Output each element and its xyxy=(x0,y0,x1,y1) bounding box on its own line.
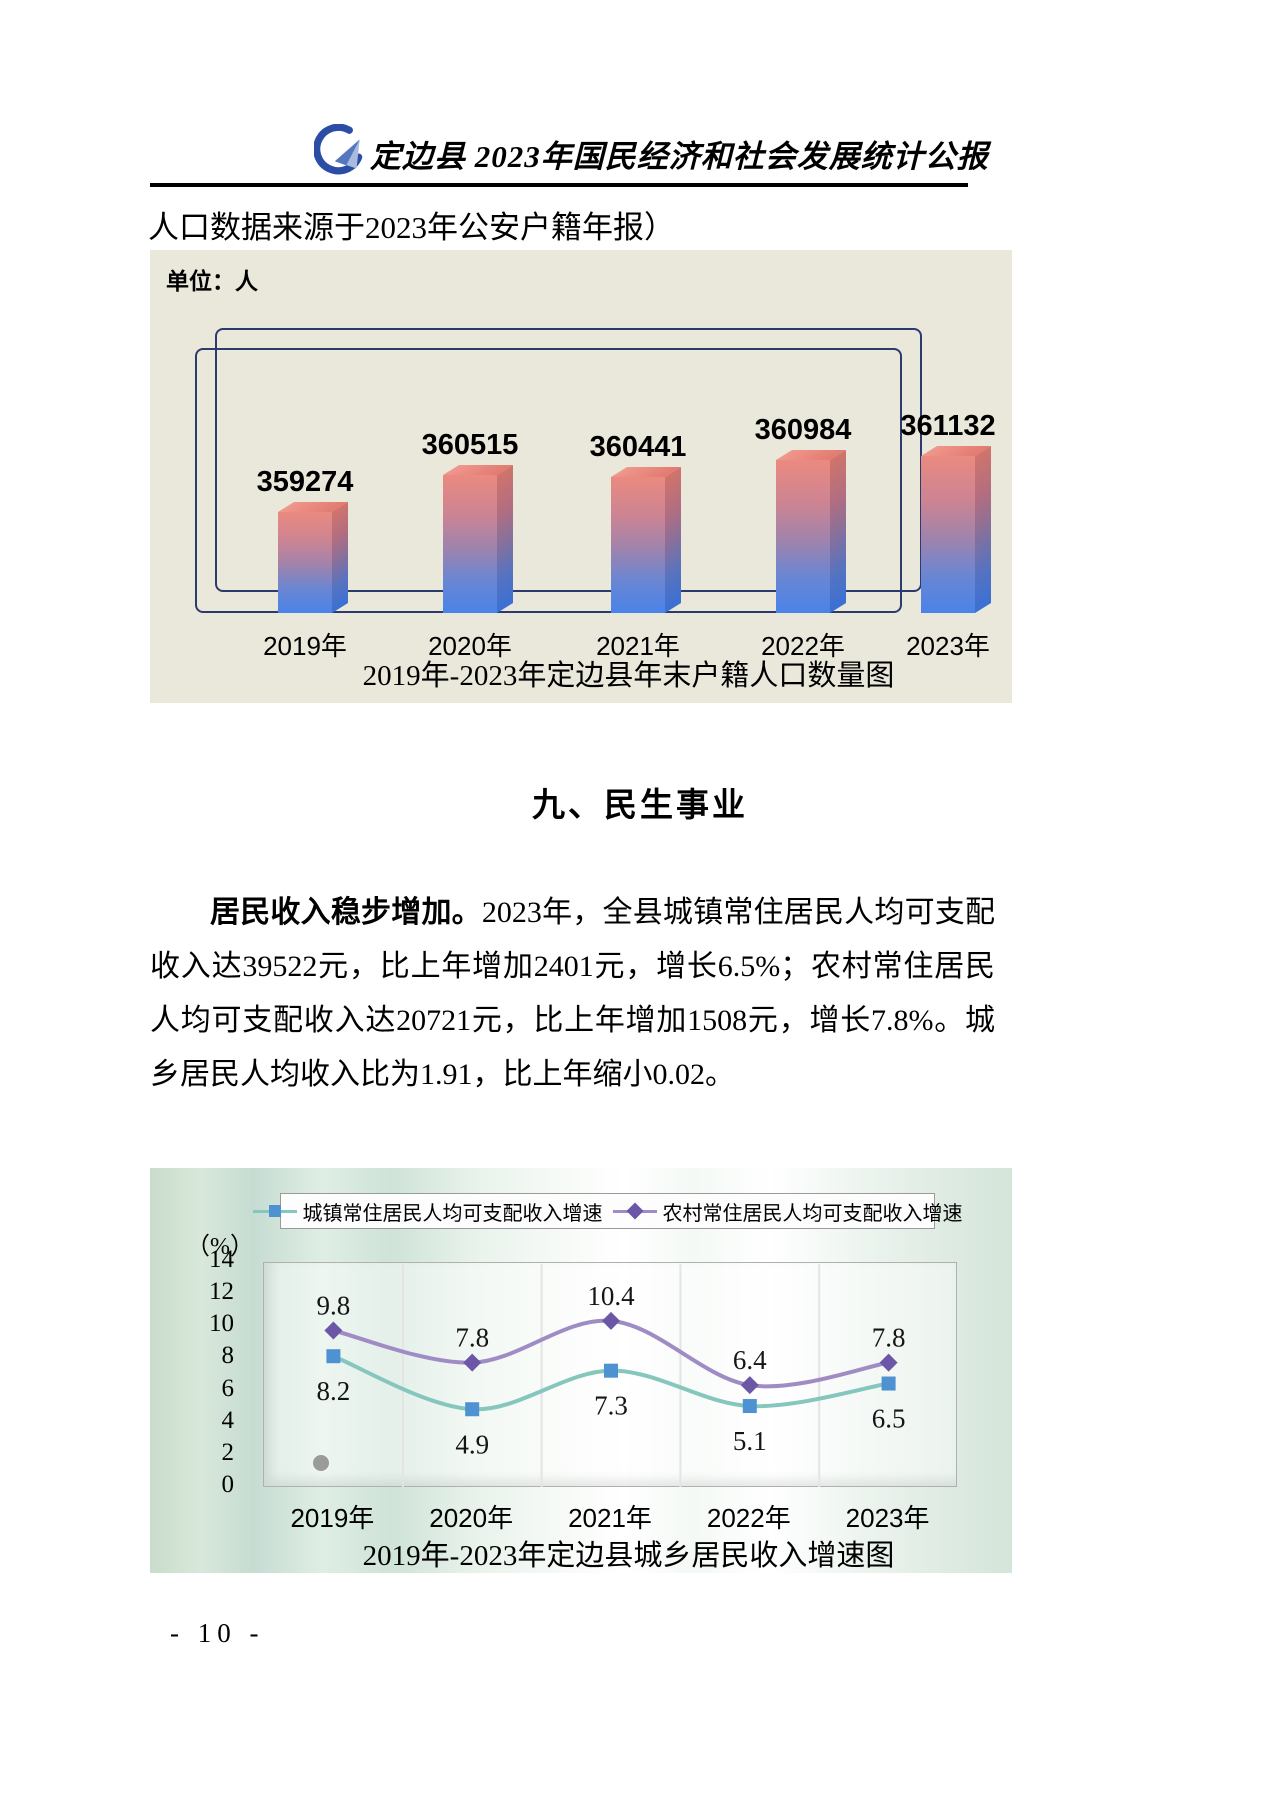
marker-square-urban xyxy=(742,1399,757,1414)
line-x-label: 2019年 xyxy=(290,1503,375,1533)
header-rule xyxy=(150,183,968,187)
paragraph-body: 2023年，全县城镇常住居民人均可支配收入达39522元，比上年增加2401元，… xyxy=(150,896,995,1091)
marker-diamond-rural xyxy=(324,1321,343,1340)
income-growth-line-chart: 城镇常住居民人均可支配收入增速 农村常住居民人均可支配收入增速 （%） 14 12… xyxy=(150,1168,1012,1573)
bar-face-front xyxy=(443,475,497,613)
legend-item-rural: 农村常住居民人均可支配收入增速 xyxy=(612,1197,963,1226)
rural-series-marker-icon xyxy=(612,1202,657,1220)
y-tick-label: 10 xyxy=(209,1310,234,1338)
header-brand: 定边县 2023年国民经济和社会发展统计公报 xyxy=(314,124,989,182)
data-label-rural: 7.8 xyxy=(455,1323,489,1353)
bar-chart-title: 2019年-2023年定边县年末户籍人口数量图 xyxy=(362,660,895,692)
line-chart-title: 2019年-2023年定边县城乡居民收入增速图 xyxy=(362,1540,895,1572)
data-label-rural: 6.4 xyxy=(733,1345,767,1375)
bar-x-label: 2020年 xyxy=(428,631,512,661)
y-tick-label: 14 xyxy=(209,1246,234,1273)
line-x-label: 2023年 xyxy=(845,1503,930,1533)
income-paragraph: 居民收入稳步增加。2023年，全县城镇常住居民人均可支配收入达39522元，比上… xyxy=(150,886,995,1102)
line-x-label: 2021年 xyxy=(568,1503,652,1533)
y-tick-label: 12 xyxy=(209,1278,234,1306)
data-label-rural: 7.8 xyxy=(872,1323,906,1353)
bar-value-label: 359274 xyxy=(256,466,354,498)
bar-face-front xyxy=(278,512,332,613)
line-chart-svg: 8.2 4.9 7.3 5.1 6.5 9.8 7.8 10.4 6.4 7.8 xyxy=(313,1264,906,1487)
gray-dot-marker xyxy=(313,1455,329,1471)
marker-square-urban xyxy=(326,1349,341,1364)
data-label-urban: 7.3 xyxy=(594,1391,628,1421)
y-tick-label: 0 xyxy=(221,1471,235,1498)
population-bar-chart: 单位：人 359274 2019年 360515 2020年 360441 2021年 36… xyxy=(150,250,1012,703)
statistics-bureau-logo-icon xyxy=(314,124,363,175)
bar-column-2021年 xyxy=(611,467,682,613)
bar-chart-unit-label: 单位：人 xyxy=(166,268,258,294)
bar-value-label: 360441 xyxy=(589,431,687,463)
legend-label-rural: 农村常住居民人均可支配收入增速 xyxy=(662,1202,963,1225)
document-title: 定边县 2023年国民经济和社会发展统计公报 xyxy=(370,138,989,174)
data-label-urban: 4.9 xyxy=(455,1429,489,1459)
bar-value-label: 360515 xyxy=(421,429,519,461)
bar-face-side xyxy=(665,467,681,613)
intro-text: 人口数据来源于2023年公安户籍年报） xyxy=(148,210,675,245)
bar-column-2023年 xyxy=(921,446,992,613)
bar-x-label: 2022年 xyxy=(761,631,845,661)
chart-legend: 城镇常住居民人均可支配收入增速 农村常住居民人均可支配收入增速 xyxy=(252,1193,963,1229)
marker-square-urban xyxy=(465,1402,480,1417)
bar-face-side xyxy=(975,446,991,613)
y-tick-label: 2 xyxy=(221,1438,235,1466)
bar-face-front xyxy=(921,456,975,613)
bar-face-side xyxy=(497,465,513,613)
bar-value-label: 360984 xyxy=(754,414,852,446)
y-tick-label: 6 xyxy=(221,1374,235,1402)
data-label-rural: 10.4 xyxy=(587,1281,635,1311)
bar-column-2022年 xyxy=(776,450,847,613)
bar-face-side xyxy=(830,450,846,613)
y-tick-label: 4 xyxy=(221,1406,235,1434)
urban-series-marker-icon xyxy=(252,1203,297,1219)
legend-label-urban: 城镇常住居民人均可支配收入增速 xyxy=(302,1202,603,1225)
data-label-urban: 5.1 xyxy=(733,1426,767,1456)
line-x-label: 2022年 xyxy=(706,1503,791,1533)
bar-x-label: 2023年 xyxy=(906,631,990,661)
section-heading: 九、民生事业 xyxy=(532,786,748,823)
data-label-urban: 8.2 xyxy=(317,1376,351,1406)
y-tick-label: 8 xyxy=(221,1342,235,1370)
data-label-urban: 6.5 xyxy=(872,1404,906,1434)
marker-diamond-rural xyxy=(879,1353,898,1372)
page-number: - 10 - xyxy=(170,1618,265,1648)
bar-face-front xyxy=(611,477,665,613)
line-chart-plot-area: 8.2 4.9 7.3 5.1 6.5 9.8 7.8 10.4 6.4 7.8 xyxy=(263,1262,957,1487)
marker-diamond-rural xyxy=(463,1353,482,1372)
bar-column-2020年 xyxy=(443,465,514,613)
data-label-rural: 9.8 xyxy=(317,1291,351,1321)
bar-chart-front-frame xyxy=(195,348,902,613)
line-x-label: 2020年 xyxy=(429,1503,514,1533)
marker-diamond-rural xyxy=(740,1376,759,1395)
paragraph-lead: 居民收入稳步增加。 xyxy=(210,896,482,929)
marker-square-urban xyxy=(881,1376,896,1391)
bar-x-label: 2019年 xyxy=(263,631,347,661)
bar-value-label: 361132 xyxy=(900,410,996,442)
marker-diamond-rural xyxy=(602,1311,620,1330)
y-axis-unit-label: （%） xyxy=(186,1234,254,1260)
bar-face-front xyxy=(776,460,830,613)
bar-x-label: 2021年 xyxy=(596,631,680,661)
bar-column-2019年 xyxy=(278,502,349,613)
marker-square-urban xyxy=(604,1363,618,1378)
bar-face-side xyxy=(332,502,348,613)
legend-item-urban: 城镇常住居民人均可支配收入增速 xyxy=(252,1197,603,1226)
